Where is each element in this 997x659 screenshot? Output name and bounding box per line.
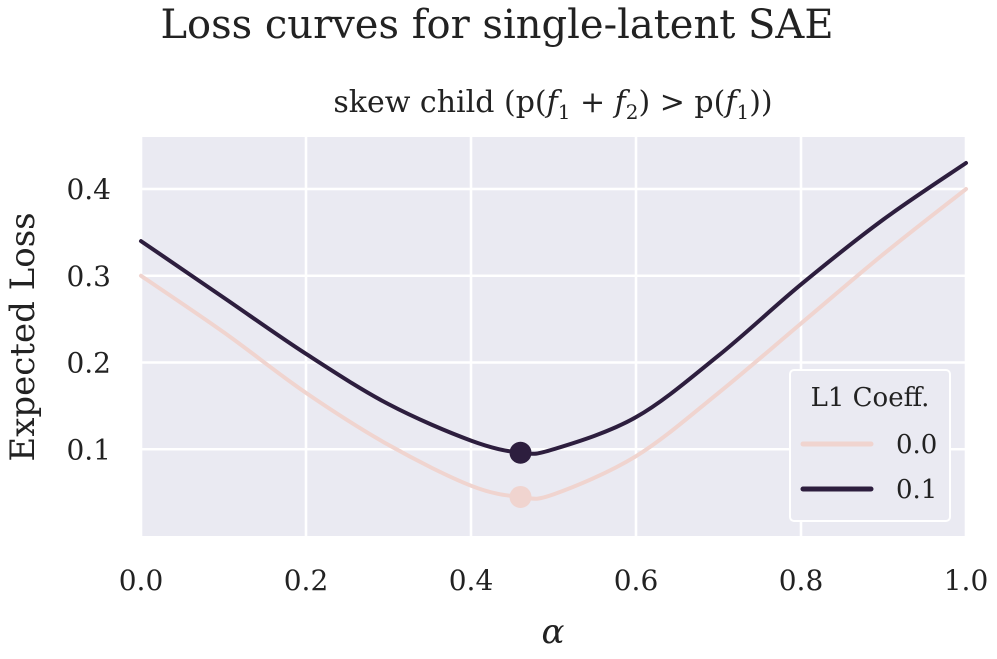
legend-title: L1 Coeff. — [811, 383, 930, 413]
series-line-1 — [139, 161, 968, 456]
subtitle-f3-sub: 1 — [736, 100, 749, 124]
x-tick-label: 1.0 — [944, 564, 989, 597]
subtitle-prefix: skew child (p( — [333, 85, 546, 120]
series-minimum-marker-1 — [509, 441, 532, 464]
axis-ticks: 0.0 0.2 0.4 0.6 0.8 1.0 0.1 0.2 0.3 0.4 — [66, 173, 988, 597]
subtitle-f1-sub: 1 — [558, 100, 571, 124]
subtitle-f2-sub: 2 — [626, 100, 639, 124]
series-minimum-marker-0 — [509, 485, 532, 508]
chart-title: Loss curves for single-latent SAE — [160, 2, 833, 48]
x-tick-label: 0.2 — [284, 564, 329, 597]
series-line-0 — [139, 187, 968, 501]
subtitle-plus: + — [570, 85, 614, 120]
x-tick-label: 0.8 — [779, 564, 824, 597]
series-layer — [139, 161, 968, 508]
x-tick-label: 0.6 — [614, 564, 659, 597]
legend-label-1: 0.1 — [896, 475, 937, 505]
x-tick-label: 0.0 — [119, 564, 164, 597]
subtitle-mid: ) > p( — [639, 85, 726, 120]
y-tick-label: 0.3 — [66, 260, 111, 293]
y-tick-label: 0.4 — [66, 173, 111, 206]
y-tick-label: 0.1 — [66, 433, 111, 466]
y-tick-label: 0.2 — [66, 347, 111, 380]
y-axis-label: Expected Loss — [3, 212, 43, 461]
x-axis-label: α — [542, 612, 565, 652]
x-tick-label: 0.4 — [449, 564, 494, 597]
legend: L1 Coeff. 0.0 0.1 — [789, 369, 951, 522]
subtitle-suffix: )) — [749, 85, 772, 120]
legend-label-0: 0.0 — [896, 430, 937, 460]
chart-subtitle: skew child (p(f1 + f2) > p(f1)) — [333, 85, 772, 124]
